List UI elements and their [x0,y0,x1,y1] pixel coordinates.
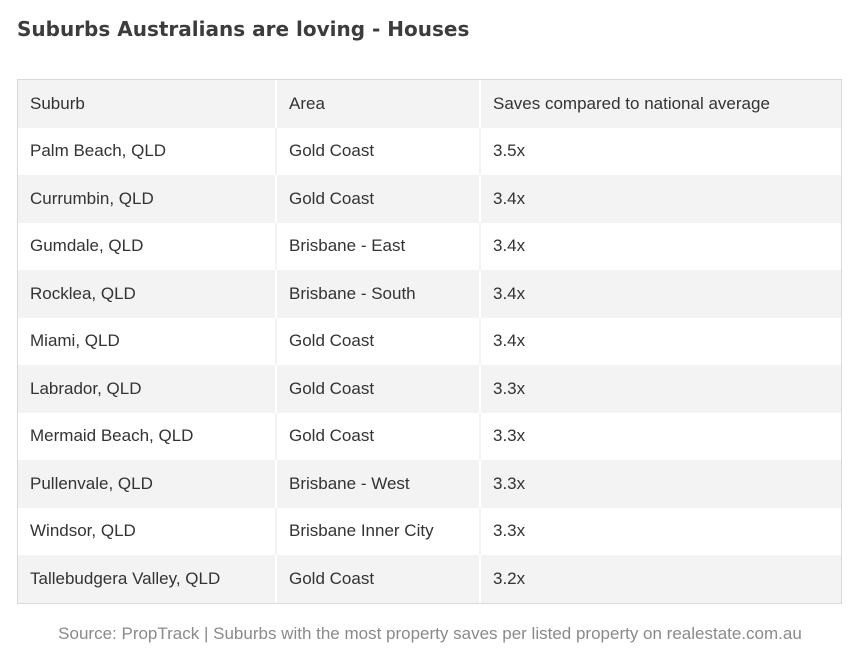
cell-area: Gold Coast [275,555,479,603]
suburbs-table: Suburb Area Saves compared to national a… [17,79,842,604]
page-title: Suburbs Australians are loving - Houses [17,17,470,41]
cell-suburb: Mermaid Beach, QLD [18,412,275,460]
cell-saves: 3.3x [479,507,841,555]
cell-suburb: Pullenvale, QLD [18,460,275,508]
cell-saves: 3.3x [479,460,841,508]
cell-saves: 3.2x [479,555,841,603]
cell-suburb: Labrador, QLD [18,365,275,413]
table-header-row: Suburb Area Saves compared to national a… [18,80,841,128]
cell-area: Brisbane - West [275,460,479,508]
table-row: Mermaid Beach, QLD Gold Coast 3.3x [18,412,841,460]
cell-saves: 3.4x [479,317,841,365]
cell-saves: 3.3x [479,412,841,460]
cell-area: Gold Coast [275,317,479,365]
header-saves: Saves compared to national average [479,80,841,128]
cell-area: Brisbane Inner City [275,507,479,555]
table-row: Miami, QLD Gold Coast 3.4x [18,317,841,365]
header-area: Area [275,80,479,128]
table-row: Rocklea, QLD Brisbane - South 3.4x [18,270,841,318]
source-caption: Source: PropTrack | Suburbs with the mos… [58,624,802,643]
cell-suburb: Miami, QLD [18,317,275,365]
table-row: Palm Beach, QLD Gold Coast 3.5x [18,127,841,175]
table-row: Gumdale, QLD Brisbane - East 3.4x [18,222,841,270]
table-row: Tallebudgera Valley, QLD Gold Coast 3.2x [18,555,841,603]
table-row: Pullenvale, QLD Brisbane - West 3.3x [18,460,841,508]
cell-area: Brisbane - South [275,270,479,318]
table-row: Currumbin, QLD Gold Coast 3.4x [18,175,841,223]
cell-area: Gold Coast [275,365,479,413]
cell-suburb: Tallebudgera Valley, QLD [18,555,275,603]
cell-area: Gold Coast [275,175,479,223]
cell-suburb: Gumdale, QLD [18,222,275,270]
cell-area: Gold Coast [275,412,479,460]
table-row: Labrador, QLD Gold Coast 3.3x [18,365,841,413]
cell-suburb: Palm Beach, QLD [18,127,275,175]
cell-area: Brisbane - East [275,222,479,270]
table-row: Windsor, QLD Brisbane Inner City 3.3x [18,507,841,555]
cell-suburb: Rocklea, QLD [18,270,275,318]
cell-saves: 3.4x [479,222,841,270]
header-suburb: Suburb [18,80,275,128]
cell-area: Gold Coast [275,127,479,175]
cell-suburb: Currumbin, QLD [18,175,275,223]
cell-suburb: Windsor, QLD [18,507,275,555]
cell-saves: 3.3x [479,365,841,413]
cell-saves: 3.4x [479,175,841,223]
cell-saves: 3.5x [479,127,841,175]
cell-saves: 3.4x [479,270,841,318]
